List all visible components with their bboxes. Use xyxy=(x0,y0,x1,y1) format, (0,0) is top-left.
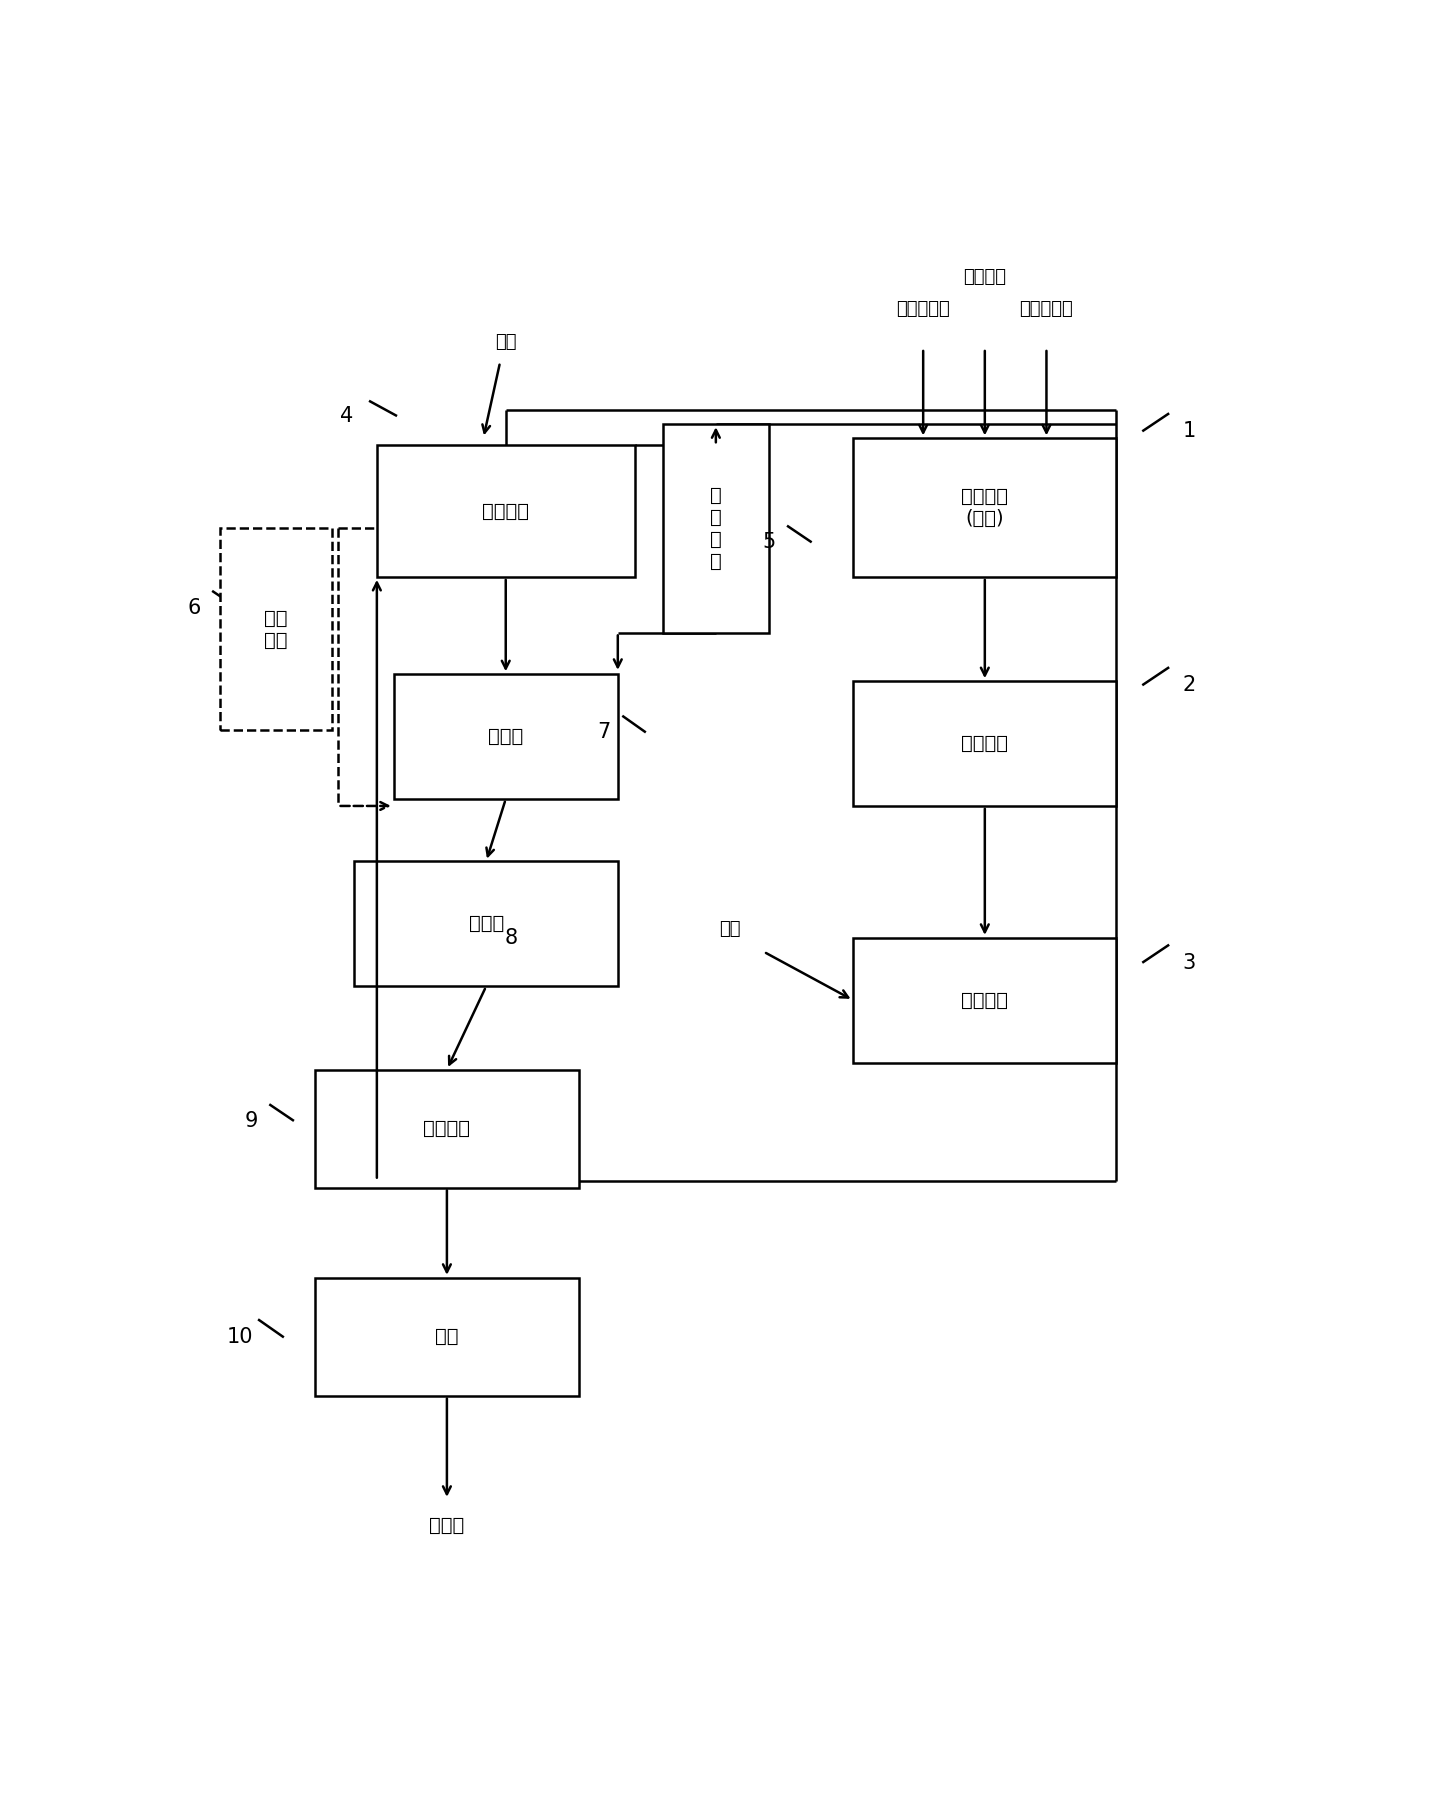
Text: 10: 10 xyxy=(227,1328,253,1348)
Text: 2: 2 xyxy=(1183,676,1196,696)
Bar xyxy=(315,1070,578,1188)
Text: 3: 3 xyxy=(1183,953,1196,973)
Text: 酸铁
平衡: 酸铁 平衡 xyxy=(265,609,288,649)
Text: 接菌筑堆: 接菌筑堆 xyxy=(962,991,1008,1009)
Text: 菌液: 菌液 xyxy=(719,919,740,937)
Text: 净化除铁: 净化除铁 xyxy=(424,1119,470,1139)
Text: 5: 5 xyxy=(762,532,775,551)
Text: 伴矿载体: 伴矿载体 xyxy=(963,268,1006,285)
Text: 碎矿裹覆
(制粒): 碎矿裹覆 (制粒) xyxy=(962,487,1008,528)
Text: 8: 8 xyxy=(505,928,518,948)
Text: 7: 7 xyxy=(597,723,612,742)
Text: 沉钴: 沉钴 xyxy=(435,1328,458,1346)
Text: 钴产品: 钴产品 xyxy=(429,1515,464,1535)
Bar xyxy=(315,1278,578,1395)
Bar xyxy=(393,674,617,798)
Text: 4: 4 xyxy=(340,405,353,425)
Bar xyxy=(662,425,769,633)
Bar xyxy=(377,445,635,577)
Text: 1: 1 xyxy=(1183,422,1196,441)
Text: 菌液: 菌液 xyxy=(495,333,516,351)
Bar xyxy=(853,937,1116,1063)
Text: 颗粒固化: 颗粒固化 xyxy=(962,733,1008,753)
Text: 水、粘合剂: 水、粘合剂 xyxy=(1019,299,1073,317)
Text: 贫液池: 贫液池 xyxy=(489,726,523,746)
Text: 9: 9 xyxy=(244,1110,257,1132)
Text: 富液池: 富液池 xyxy=(469,914,503,933)
Text: 生物堆浸: 生物堆浸 xyxy=(482,501,529,521)
Text: 含钴硫精矿: 含钴硫精矿 xyxy=(897,299,950,317)
Text: 浸
液
循
环: 浸 液 循 环 xyxy=(710,487,722,571)
Bar xyxy=(853,438,1116,577)
Bar xyxy=(354,861,617,986)
Bar xyxy=(220,528,333,730)
Text: 6: 6 xyxy=(188,598,201,618)
Bar xyxy=(853,681,1116,805)
